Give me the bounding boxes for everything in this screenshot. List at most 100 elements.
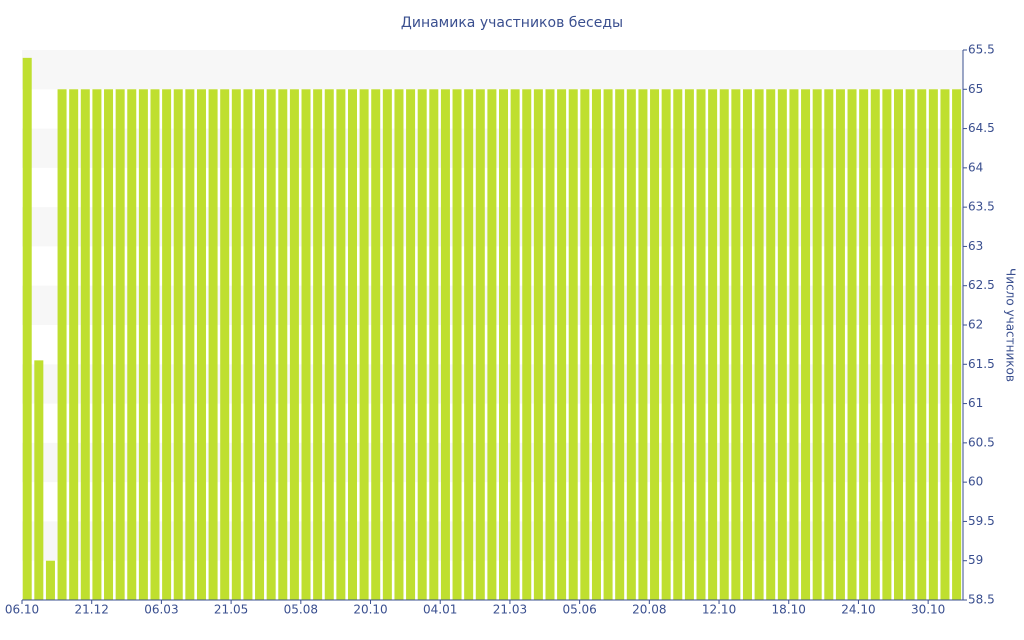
bar bbox=[533, 89, 543, 601]
x-tick-label: 06.03 bbox=[144, 603, 178, 617]
bar bbox=[661, 89, 671, 601]
bar bbox=[359, 89, 369, 601]
bar bbox=[510, 89, 520, 601]
bar bbox=[429, 89, 439, 601]
bar bbox=[893, 89, 904, 601]
bar bbox=[382, 89, 392, 601]
x-tick-label: 20.08 bbox=[632, 603, 666, 617]
y-tick-label: 60.5 bbox=[968, 435, 995, 449]
bar bbox=[801, 89, 811, 601]
y-tick-label: 61 bbox=[968, 396, 983, 410]
bar bbox=[80, 89, 90, 601]
y-tick-label: 65.5 bbox=[968, 43, 995, 57]
x-tick-label: 21.03 bbox=[493, 603, 527, 617]
bar bbox=[57, 89, 67, 601]
bar bbox=[905, 89, 915, 601]
bar bbox=[266, 89, 276, 601]
bar bbox=[45, 560, 55, 600]
y-tick-label: 61.5 bbox=[968, 357, 995, 371]
bar bbox=[580, 89, 590, 601]
y-tick-label: 60 bbox=[968, 475, 983, 489]
bar bbox=[557, 89, 567, 601]
x-tick-label: 24.10 bbox=[841, 603, 875, 617]
x-tick-label: 30.10 bbox=[911, 603, 945, 617]
bar bbox=[859, 89, 869, 601]
bar bbox=[766, 89, 776, 601]
bar bbox=[289, 89, 299, 601]
bar bbox=[371, 89, 381, 601]
bar bbox=[220, 89, 230, 601]
y-tick-label: 59 bbox=[968, 553, 983, 567]
y-tick-label: 64 bbox=[968, 160, 983, 174]
x-tick-label: 12.10 bbox=[702, 603, 736, 617]
bar bbox=[278, 89, 288, 601]
bar bbox=[789, 89, 799, 601]
y-tick-label: 62.5 bbox=[968, 278, 995, 292]
x-tick-label: 20.10 bbox=[353, 603, 387, 617]
bar bbox=[440, 89, 450, 601]
x-tick-label: 04.01 bbox=[423, 603, 457, 617]
bar bbox=[638, 89, 648, 601]
y-tick-label: 63 bbox=[968, 239, 983, 253]
bar bbox=[545, 89, 555, 601]
bar bbox=[138, 89, 148, 601]
bar bbox=[522, 89, 532, 601]
x-tick-label: 18.10 bbox=[772, 603, 806, 617]
bar bbox=[22, 57, 32, 601]
grid-band bbox=[22, 50, 963, 90]
bar bbox=[104, 89, 114, 601]
bar bbox=[185, 89, 195, 601]
bar bbox=[336, 89, 346, 601]
y-tick-label: 63.5 bbox=[968, 200, 995, 214]
bar bbox=[452, 89, 462, 601]
bar bbox=[487, 89, 497, 601]
y-tick-label: 65 bbox=[968, 82, 983, 96]
bar bbox=[684, 89, 694, 601]
bar bbox=[742, 89, 752, 601]
y-tick-label: 64.5 bbox=[968, 121, 995, 135]
bar bbox=[847, 89, 857, 601]
x-tick-label: 06.10 bbox=[5, 603, 39, 617]
bar bbox=[603, 89, 613, 601]
y-tick-label: 59.5 bbox=[968, 514, 995, 528]
bar bbox=[34, 360, 44, 600]
bar bbox=[313, 89, 323, 601]
bar bbox=[231, 89, 241, 601]
bar bbox=[568, 89, 578, 601]
bar bbox=[952, 89, 962, 601]
bar bbox=[243, 89, 253, 601]
bar bbox=[127, 89, 137, 601]
bar bbox=[940, 89, 950, 601]
bar bbox=[812, 89, 822, 601]
bar bbox=[173, 89, 183, 601]
y-tick-label: 62 bbox=[968, 318, 983, 332]
bar bbox=[708, 89, 718, 601]
bar bbox=[406, 89, 416, 601]
bar bbox=[324, 89, 334, 601]
bar bbox=[499, 89, 509, 601]
bar bbox=[673, 89, 683, 601]
bar bbox=[464, 89, 474, 601]
bar bbox=[650, 89, 660, 601]
bar bbox=[196, 89, 206, 601]
bar bbox=[615, 89, 625, 601]
bar bbox=[301, 89, 311, 601]
bar bbox=[824, 89, 834, 601]
bar bbox=[162, 89, 172, 601]
bar bbox=[347, 89, 358, 601]
bar bbox=[696, 89, 706, 601]
bar bbox=[92, 89, 102, 601]
bar bbox=[882, 89, 892, 601]
bar bbox=[626, 89, 636, 601]
x-tick-label: 05.06 bbox=[562, 603, 596, 617]
bar bbox=[394, 89, 404, 601]
bar bbox=[928, 89, 938, 601]
x-tick-label: 21.05 bbox=[214, 603, 248, 617]
bar bbox=[475, 89, 485, 601]
bar bbox=[150, 89, 160, 601]
bar bbox=[870, 89, 880, 601]
y-axis-title: Число участников bbox=[1004, 268, 1018, 382]
bar bbox=[208, 89, 218, 601]
bar bbox=[917, 89, 927, 601]
